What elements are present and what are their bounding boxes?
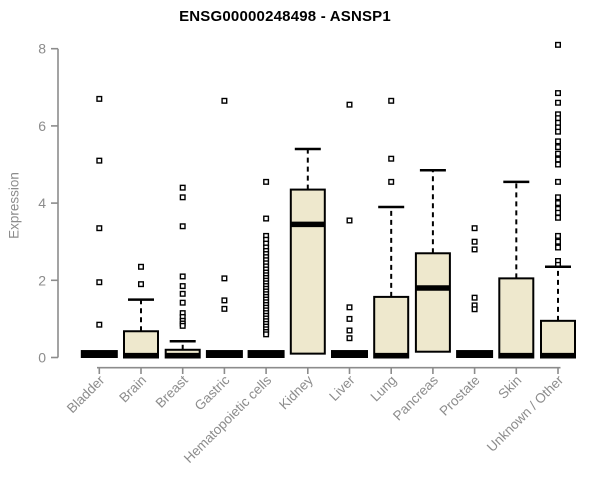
outlier-point <box>346 101 353 108</box>
outlier-point <box>221 297 228 304</box>
outlier-point <box>555 232 562 239</box>
iqr-box <box>289 188 326 355</box>
outlier-point <box>555 209 562 216</box>
box-skin <box>498 180 535 359</box>
outlier-point <box>388 97 395 104</box>
outlier-point <box>388 155 395 162</box>
outlier-point <box>555 119 562 126</box>
x-tick-label-liver: Liver <box>326 372 358 404</box>
outlier-point <box>221 275 228 282</box>
outlier-point <box>179 322 186 329</box>
outlier-point <box>137 281 144 288</box>
outlier-point <box>471 306 478 313</box>
outlier-point <box>179 290 186 297</box>
outlier-point <box>555 161 562 168</box>
outlier-point <box>96 95 103 102</box>
outlier-point <box>555 214 562 221</box>
box-lung <box>373 97 410 359</box>
chart-title: ENSG00000248498 - ASNSP1 <box>179 8 391 25</box>
box-prostate <box>456 225 494 359</box>
outlier-point <box>346 217 353 224</box>
outlier-point <box>555 150 562 157</box>
outlier-point <box>179 273 186 280</box>
outlier-point <box>263 178 270 185</box>
x-tick-label-brain: Brain <box>116 373 149 406</box>
outlier-point <box>96 279 103 286</box>
outlier-point <box>555 244 562 251</box>
iqr-box <box>540 319 576 359</box>
outlier-point <box>179 184 186 191</box>
x-tick-label-unknown-other: Unknown / Other <box>484 372 567 455</box>
iqr-box <box>373 295 410 359</box>
x-tick-label-prostate: Prostate <box>437 373 483 419</box>
flat-box <box>456 350 494 359</box>
outlier-point <box>221 97 228 104</box>
outlier-point <box>346 315 353 322</box>
outlier-point <box>555 115 562 122</box>
x-tick-label-lung: Lung <box>367 373 399 405</box>
flat-box <box>331 350 368 359</box>
outlier-point <box>555 128 562 135</box>
outlier-point <box>555 178 562 185</box>
outlier-point <box>96 321 103 328</box>
outlier-point <box>221 305 228 312</box>
outlier-point <box>471 246 478 253</box>
box-kidney <box>289 147 326 355</box>
y-tick-label: 2 <box>38 272 46 288</box>
box-liver <box>331 101 368 359</box>
flat-box <box>205 350 243 359</box>
outlier-point <box>346 327 353 334</box>
outlier-point <box>555 41 562 48</box>
box-pancreas <box>414 169 451 353</box>
outlier-point <box>179 194 186 201</box>
x-tick-label-gastric: Gastric <box>192 372 233 413</box>
outlier-point <box>555 238 562 245</box>
flat-box <box>80 350 118 359</box>
iqr-box <box>414 252 451 353</box>
outlier-point <box>346 304 353 311</box>
iqr-box <box>498 277 535 359</box>
outlier-point <box>388 178 395 185</box>
outlier-point <box>96 225 103 232</box>
x-tick-label-bladder: Bladder <box>64 372 108 416</box>
outlier-point <box>555 194 562 201</box>
x-tick-label-breast: Breast <box>153 372 191 410</box>
box-brain <box>123 263 159 359</box>
outlier-point <box>137 263 144 270</box>
x-tick-label-kidney: Kidney <box>276 372 316 412</box>
box-gastric <box>205 97 243 359</box>
outlier-point <box>555 90 562 97</box>
box-bladder <box>80 95 118 359</box>
y-tick-label: 6 <box>38 118 46 134</box>
outlier-point <box>471 225 478 232</box>
outlier-point <box>346 335 353 342</box>
box-breast <box>164 184 201 359</box>
box-hematopoietic-cells <box>247 178 285 359</box>
x-tick-label-pancreas: Pancreas <box>390 372 441 423</box>
outlier-point <box>263 331 270 338</box>
outlier-point <box>179 299 186 306</box>
y-tick-label: 8 <box>38 41 46 57</box>
outlier-point <box>555 200 562 207</box>
y-tick-label: 4 <box>38 195 46 211</box>
flat-box <box>247 350 285 359</box>
outlier-point <box>555 138 562 145</box>
outlier-point <box>555 144 562 151</box>
outlier-point <box>179 223 186 230</box>
outlier-point <box>555 156 562 163</box>
y-tick-label: 0 <box>38 350 46 366</box>
x-tick-label-skin: Skin <box>495 373 524 402</box>
box-unknown-other <box>540 41 576 359</box>
outlier-point <box>263 215 270 222</box>
outlier-point <box>179 283 186 290</box>
outlier-point <box>96 157 103 164</box>
outlier-point <box>471 294 478 301</box>
outlier-point <box>555 99 562 106</box>
outlier-point <box>471 238 478 245</box>
